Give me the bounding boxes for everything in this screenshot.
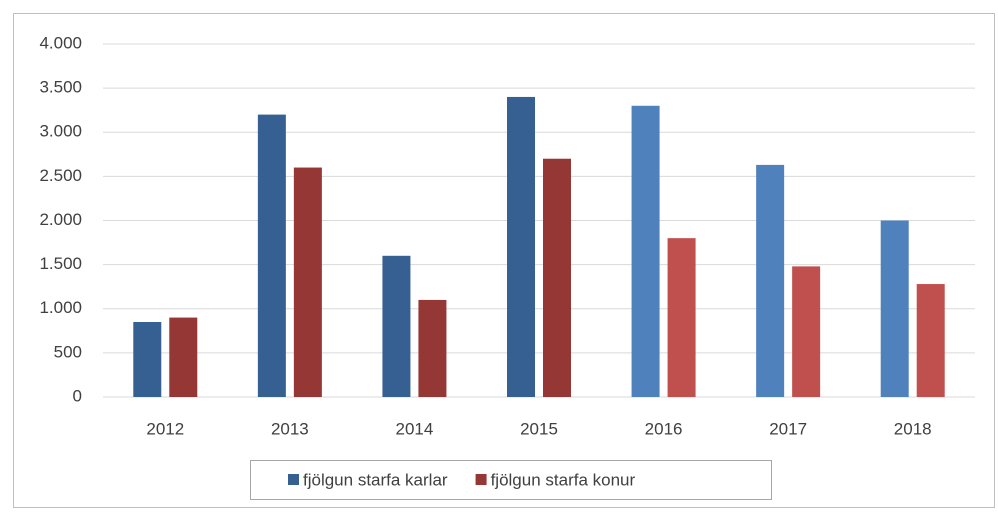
legend-box [250, 460, 772, 500]
bar [631, 105, 660, 398]
bar [756, 164, 785, 397]
legend-swatch [288, 474, 299, 485]
x-tick-label: 2018 [894, 419, 932, 438]
chart-border [13, 13, 995, 508]
y-tick-label: 3.000 [39, 122, 82, 141]
bar [382, 255, 411, 397]
bar [916, 284, 945, 397]
bar [792, 266, 821, 397]
x-tick-label: 2012 [146, 419, 184, 438]
y-tick-label: 2.500 [39, 166, 82, 185]
y-tick-label: 1.500 [39, 254, 82, 273]
y-tick-label: 1.000 [39, 298, 82, 317]
legend-swatch [475, 474, 487, 485]
y-tick-label: 500 [54, 342, 82, 361]
legend-label: fjölgun starfa konur [491, 470, 636, 489]
y-tick-label: 2.000 [39, 210, 82, 229]
bar [133, 321, 162, 397]
bar [257, 114, 286, 397]
x-tick-label: 2015 [520, 419, 558, 438]
bar [667, 238, 696, 397]
legend-label: fjölgun starfa karlar [303, 470, 448, 489]
y-tick-label: 4.000 [39, 33, 82, 52]
x-tick-label: 2016 [645, 419, 683, 438]
bar [880, 220, 909, 397]
bar [169, 317, 198, 397]
x-tick-label: 2013 [271, 419, 309, 438]
x-tick-label: 2017 [769, 419, 807, 438]
bar [507, 96, 535, 397]
x-tick-label: 2014 [396, 419, 434, 438]
y-tick-label: 0 [73, 386, 82, 405]
bar [293, 167, 322, 397]
bar [543, 158, 571, 397]
y-tick-label: 3.500 [39, 78, 82, 97]
bar [418, 299, 447, 397]
